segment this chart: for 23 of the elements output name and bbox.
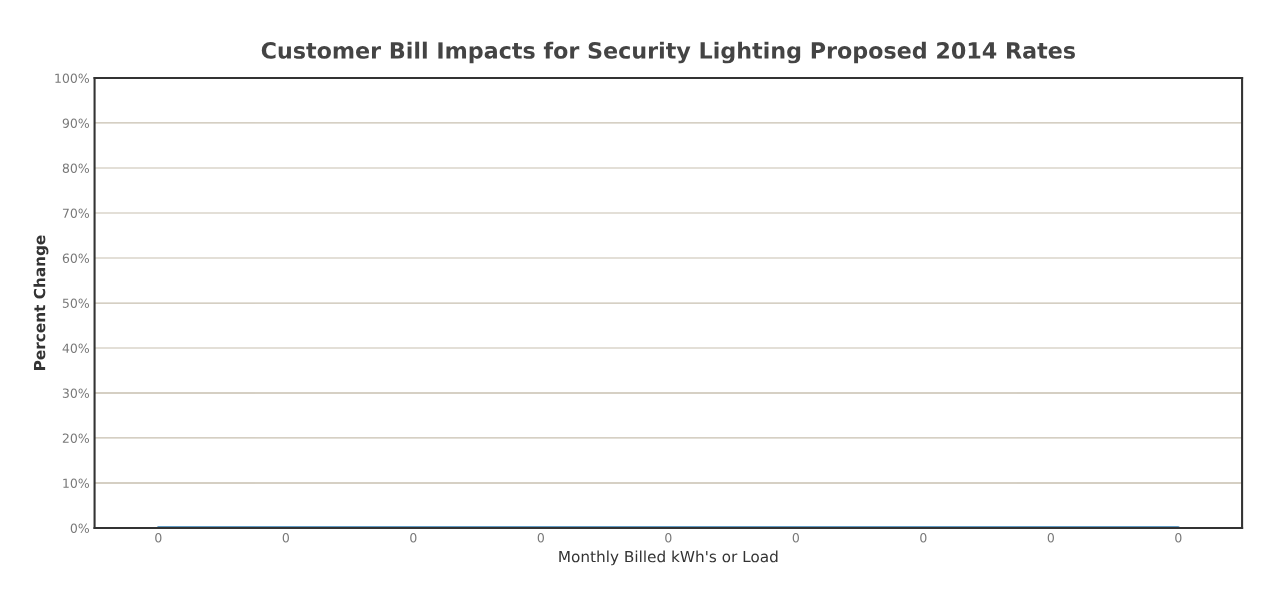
x-tick-label: 0 xyxy=(792,533,799,543)
y-tick-label: 0% xyxy=(70,523,90,533)
x-tick-label: 0 xyxy=(665,533,672,543)
x-axis-title: Monthly Billed kWh's or Load xyxy=(559,550,778,566)
x-tick-label: 0 xyxy=(1047,533,1054,543)
y-tick-label: 60% xyxy=(62,253,90,263)
x-tick-label: 0 xyxy=(282,533,289,543)
x-tick-label: 0 xyxy=(155,533,162,543)
y-tick-label: 20% xyxy=(62,433,90,443)
x-tick-label: 0 xyxy=(410,533,417,543)
x-tick-label: 0 xyxy=(537,533,544,543)
y-tick-label: 10% xyxy=(63,478,90,488)
y-tick-label: 100% xyxy=(55,73,90,83)
y-tick-label: 50% xyxy=(62,298,90,308)
chart-title: Customer Bill Impacts for Security Lighting Proposed 2014 Rates xyxy=(261,41,1075,64)
y-tick-label: 90% xyxy=(62,118,90,128)
x-tick-label: 0 xyxy=(1175,533,1182,543)
y-tick-label: 80% xyxy=(62,163,90,173)
y-tick-label: 30% xyxy=(62,388,90,398)
y-tick-label: 70% xyxy=(62,208,90,218)
y-axis-title: Percent Change xyxy=(33,235,49,370)
x-tick-label: 0 xyxy=(920,533,927,543)
y-tick-label: 40% xyxy=(62,343,90,353)
